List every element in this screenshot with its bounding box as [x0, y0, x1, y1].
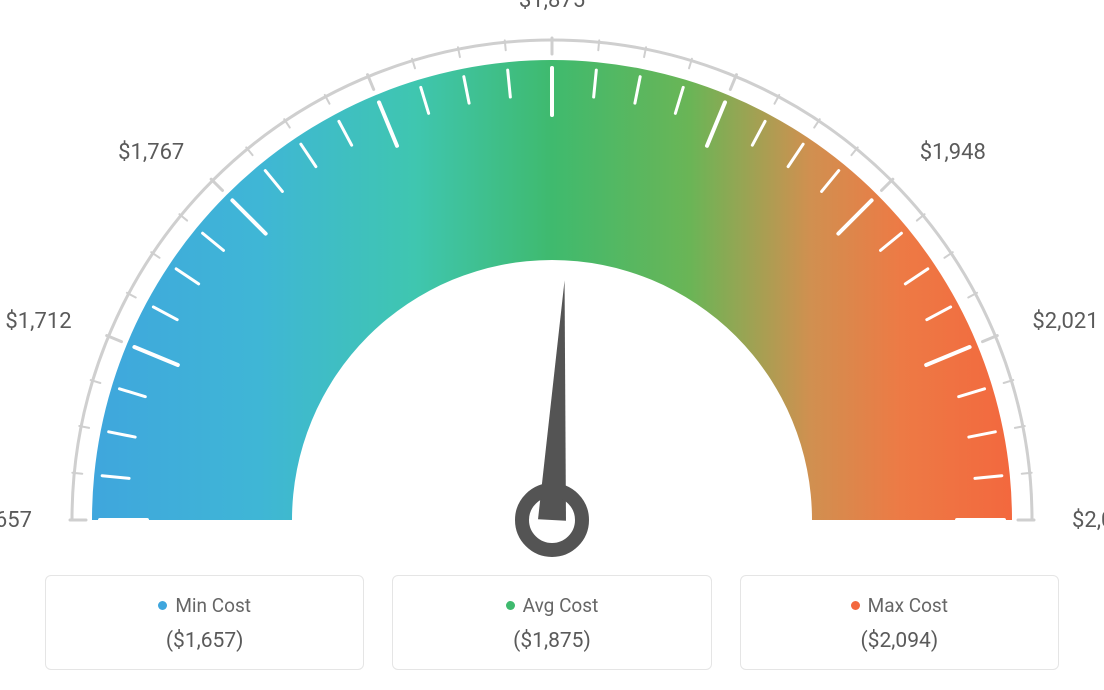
summary-cards: Min Cost ($1,657) Avg Cost ($1,875) Max …	[45, 575, 1059, 670]
max-dot-icon	[851, 601, 860, 610]
max-cost-label: Max Cost	[868, 594, 948, 617]
cost-gauge: $1,657 $1,712 $1,767 $1,875 $1,948 $2,021 $2,0…	[0, 0, 1104, 560]
gauge-value-label: $2,094	[1072, 508, 1104, 533]
gauge-value-label: $1,712	[5, 309, 71, 334]
gauge-svg	[52, 0, 1052, 560]
avg-dot-icon	[506, 601, 515, 610]
min-cost-title: Min Cost	[56, 594, 353, 617]
max-cost-card: Max Cost ($2,094)	[740, 575, 1059, 670]
avg-cost-value: ($1,875)	[403, 629, 700, 653]
min-cost-value: ($1,657)	[56, 629, 353, 653]
min-cost-label: Min Cost	[175, 594, 251, 617]
gauge-value-label: $1,657	[0, 508, 32, 533]
avg-cost-label: Avg Cost	[523, 594, 599, 617]
min-dot-icon	[158, 601, 167, 610]
gauge-value-label: $1,875	[519, 0, 585, 13]
max-cost-title: Max Cost	[751, 594, 1048, 617]
avg-cost-card: Avg Cost ($1,875)	[392, 575, 711, 670]
max-cost-value: ($2,094)	[751, 629, 1048, 653]
avg-cost-title: Avg Cost	[403, 594, 700, 617]
gauge-value-label: $1,767	[118, 140, 184, 165]
gauge-value-label: $2,021	[1032, 309, 1098, 334]
gauge-value-label: $1,948	[920, 140, 986, 165]
min-cost-card: Min Cost ($1,657)	[45, 575, 364, 670]
